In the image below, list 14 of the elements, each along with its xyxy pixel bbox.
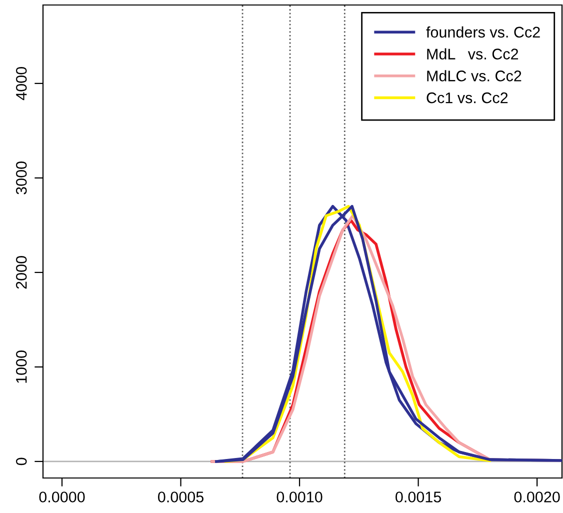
y-tick-label: 3000 <box>16 162 27 194</box>
x-tick-label: 0.0015 <box>396 492 442 502</box>
legend-label: Cc1 vs. Cc2 <box>426 92 508 104</box>
y-tick-label: 0 <box>16 458 27 466</box>
legend-label: founders vs. Cc2 <box>426 26 540 38</box>
x-tick-label: 0.0010 <box>276 492 322 502</box>
x-tick-label: 0.0000 <box>39 492 85 502</box>
y-tick-label: 2000 <box>16 256 27 289</box>
legend-label: MdLC vs. Cc2 <box>427 70 522 82</box>
x-tick-label: 0.0005 <box>158 492 204 502</box>
x-tick-label: 0.0020 <box>514 492 560 502</box>
legend-label: MdL vs. Cc2 <box>427 48 518 60</box>
y-tick-label: 4000 <box>16 67 27 100</box>
y-tick-label: 1000 <box>16 350 27 383</box>
